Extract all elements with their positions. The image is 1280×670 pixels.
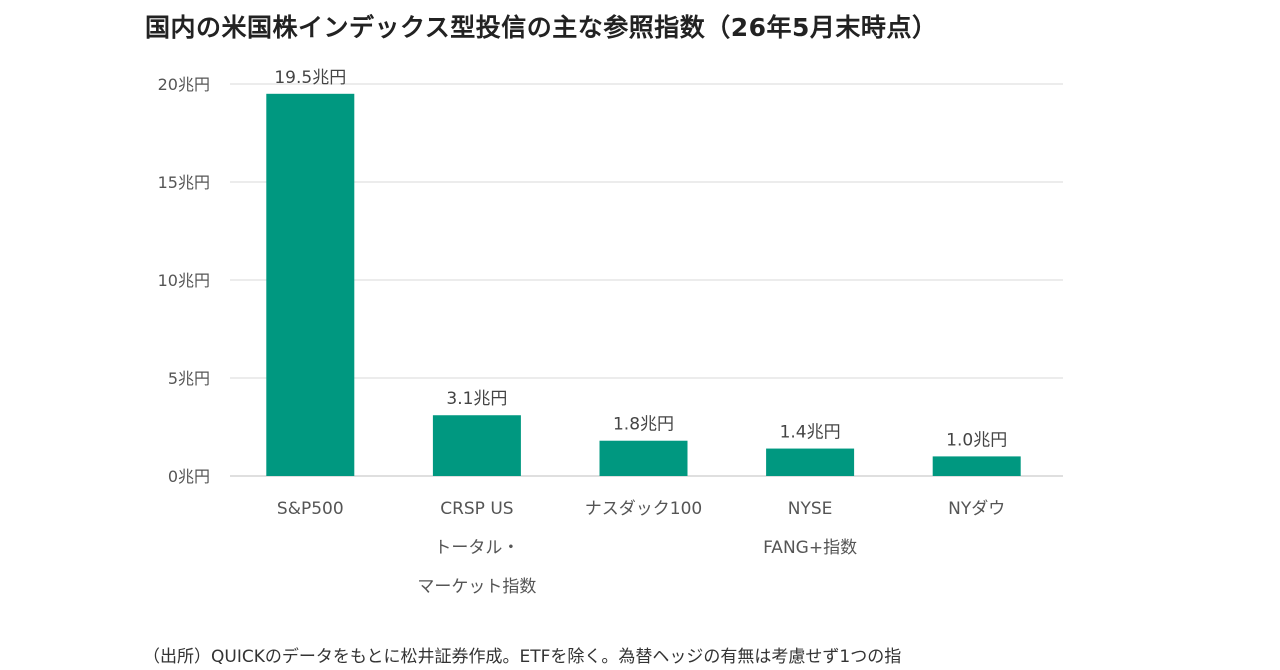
y-tick-label: 5兆円 — [168, 369, 210, 388]
bar — [766, 448, 855, 476]
source-note: （出所）QUICKのデータをもとに松井証券作成。ETFを除く。為替ヘッジの有無は… — [143, 647, 902, 667]
bar — [599, 440, 688, 476]
x-category-label: NYSE — [788, 499, 833, 519]
bar — [432, 415, 521, 476]
data-label: 19.5兆円 — [274, 68, 346, 88]
data-label: 1.4兆円 — [780, 423, 841, 443]
x-category-label: CRSP US — [440, 499, 513, 519]
bar — [266, 93, 355, 477]
x-axis-categories: S&P500 CRSP US トータル・マーケット指数 ナスダック100 NYSE FAN… — [277, 499, 1005, 597]
x-category-label: マーケット指数 — [417, 577, 536, 597]
x-category-label: NYダウ — [948, 499, 1005, 519]
data-label: 3.1兆円 — [446, 389, 507, 409]
y-tick-label: 15兆円 — [158, 173, 210, 192]
x-category-label: FANG+指数 — [763, 538, 857, 558]
y-tick-label: 0兆円 — [168, 467, 210, 486]
bars — [266, 93, 1021, 477]
data-labels: 19.5兆円 3.1兆円 1.8兆円 1.4兆円 1.0兆円 — [274, 68, 1007, 451]
y-tick-label: 10兆円 — [158, 271, 210, 290]
x-category-label: ナスダック100 — [585, 499, 702, 519]
gridlines — [230, 83, 1063, 477]
data-label: 1.0兆円 — [946, 430, 1007, 450]
y-axis-ticks: 0兆円 5兆円 10兆円 15兆円 20兆円 — [158, 75, 210, 486]
bar — [932, 456, 1021, 476]
y-tick-label: 20兆円 — [158, 75, 210, 94]
chart-title: 国内の米国株インデックス型投信の主な参照指数（26年5月末時点） — [145, 13, 938, 42]
x-category-label: S&P500 — [277, 499, 344, 519]
x-category-label: トータル・ — [434, 538, 519, 558]
data-label: 1.8兆円 — [613, 415, 674, 435]
bar-chart: 0兆円 5兆円 10兆円 15兆円 20兆円 19.5兆円 3.1兆円 1.8兆円 1.4兆円… — [158, 68, 1063, 597]
